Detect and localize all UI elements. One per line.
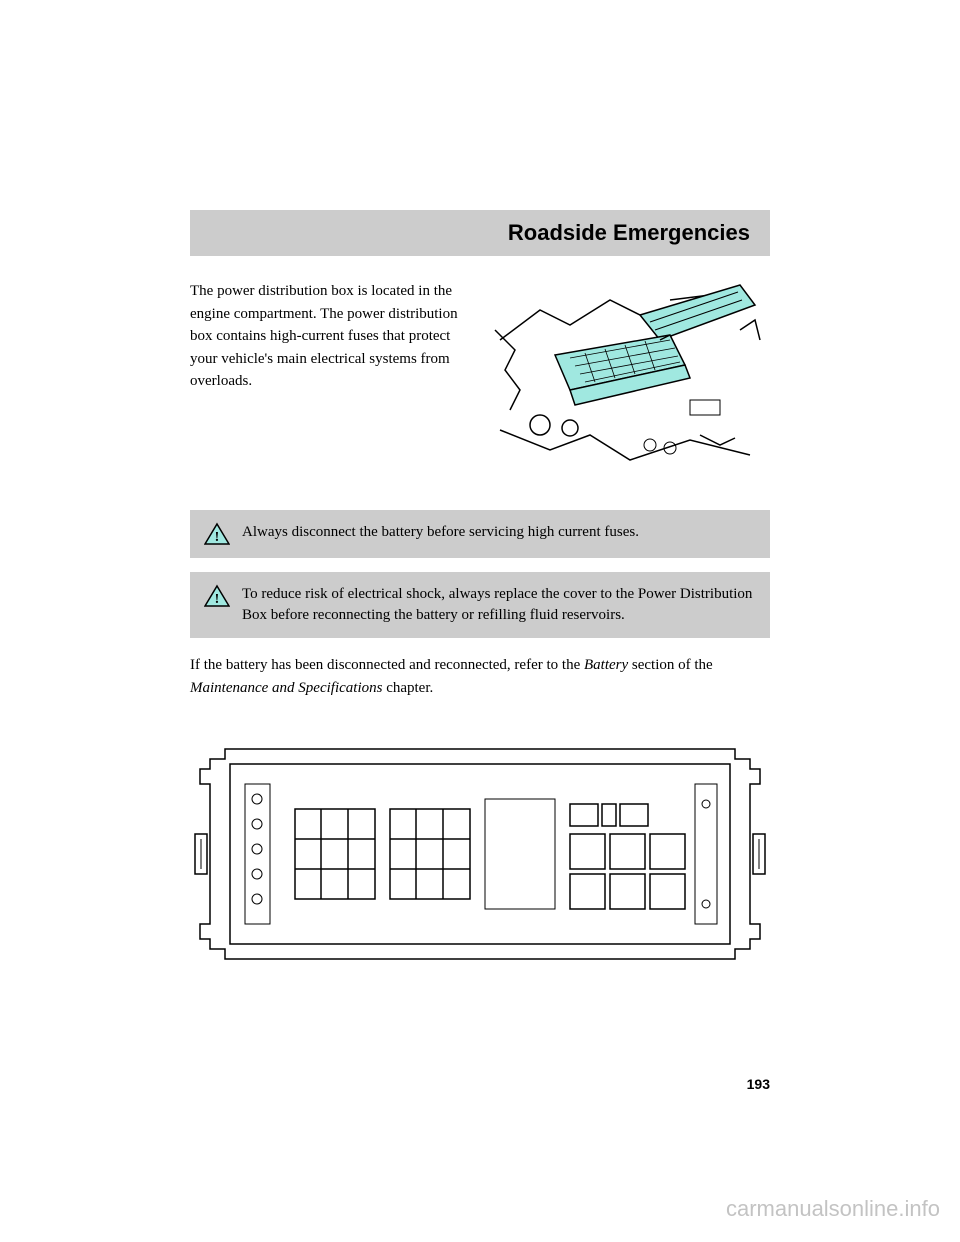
warning-box-battery: ! Always disconnect the battery before s… [190,510,770,558]
intro-row: The power distribution box is located in… [190,280,770,480]
warning-triangle-icon: ! [204,584,230,608]
warning-text: Always disconnect the battery before ser… [242,522,639,543]
intro-line: The power distribution box is [190,283,367,299]
note-text: If the battery has been disconnected and… [190,654,770,699]
page-title: Roadside Emergencies [508,220,750,246]
warning-box-shock: ! To reduce risk of electrical shock, al… [190,572,770,638]
header-bar: Roadside Emergencies [190,210,770,256]
page-number: 193 [747,1076,770,1092]
intro-line: contains high-current fuses that [216,328,405,344]
warning-text: To reduce risk of electrical shock, alwa… [242,584,756,626]
fuse-box-top-diagram [190,729,770,979]
warning-triangle-icon: ! [204,522,230,546]
power-distribution-box-icon [555,285,755,405]
svg-text:!: ! [215,592,220,607]
intro-text: The power distribution box is located in… [190,280,470,480]
content-area: The power distribution box is located in… [190,280,770,984]
engine-compartment-diagram [490,280,770,480]
svg-text:!: ! [215,530,220,545]
watermark: carmanualsonline.info [726,1196,940,1222]
